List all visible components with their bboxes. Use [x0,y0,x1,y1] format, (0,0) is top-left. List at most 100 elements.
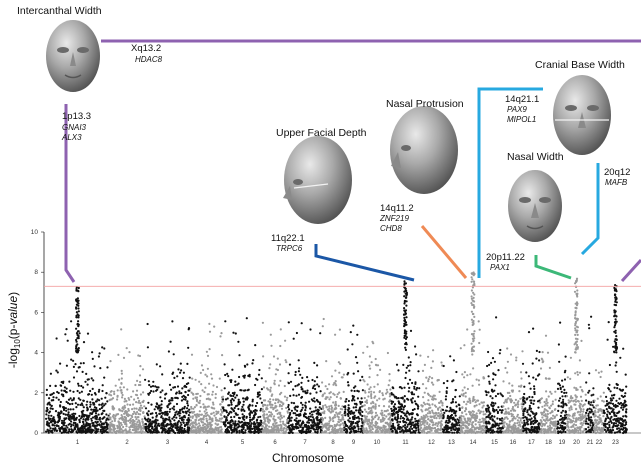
snp-point [467,400,470,403]
snp-point [405,412,408,415]
snp-point [134,393,138,396]
snp-point [522,412,525,415]
snp-point [529,414,532,417]
snp-point [282,429,285,432]
snp-point [362,419,365,422]
snp-point [518,390,521,393]
snp-point [374,406,377,409]
snp-point [539,367,543,370]
snp-point [522,416,525,419]
snp-point [487,350,490,354]
snp-point [549,412,552,415]
snp-point [199,405,202,409]
snp-point [77,316,80,319]
snp-point [223,415,226,418]
snp-point [254,404,257,408]
snp-point [422,430,426,433]
snp-point [489,417,492,420]
snp-point [195,415,198,418]
snp-point [476,426,479,429]
snp-point [474,431,477,435]
snp-point [311,378,314,382]
snp-point [60,389,63,392]
snp-point [137,431,140,434]
snp-point [530,417,533,420]
snp-point [269,386,272,389]
snp-point [200,421,204,424]
snp-point [427,403,431,406]
snp-point [337,429,340,432]
snp-point [138,399,141,402]
snp-point [149,418,152,421]
snp-point [529,387,532,390]
snp-point [298,424,301,427]
snp-point [310,410,313,413]
snp-point [398,428,401,431]
snp-point [568,407,571,410]
snp-point [379,419,382,422]
snp-point [91,416,95,419]
snp-point [505,428,508,432]
snp-point [283,395,287,398]
snp-point [68,417,71,420]
snp-point [122,408,125,411]
snp-point [425,413,428,417]
snp-point [121,410,124,413]
x-tick-label-chr-19: 19 [559,440,566,446]
snp-point [173,408,176,411]
snp-point [413,431,416,434]
snp-point [154,420,157,423]
snp-point [268,367,271,370]
snp-point [340,427,343,431]
x-tick-label-chr-10: 10 [374,440,381,446]
snp-point [355,409,358,412]
snp-point [573,412,576,415]
snp-point [131,428,134,432]
snp-point [275,430,278,433]
snp-point [136,397,140,400]
snp-point [554,398,557,401]
snp-point [196,413,199,416]
snp-point [100,413,103,416]
snp-point [314,409,318,412]
snp-point [214,396,217,399]
snp-point [86,407,89,410]
snp-point [452,359,455,362]
snp-point [211,393,214,396]
snp-point [548,366,552,369]
snp-point [222,398,225,401]
snp-point [410,398,413,401]
snp-point [487,391,490,394]
snp-point [488,382,491,385]
snp-point [49,430,53,433]
snp-point [279,415,282,418]
snp-point [360,417,363,420]
snp-point [254,425,258,428]
snp-point [171,417,174,420]
snp-point [492,423,495,426]
snp-point [472,398,475,401]
snp-point [358,417,361,420]
snp-point [557,405,560,408]
snp-point [241,413,244,416]
snp-point [257,429,260,432]
snp-point [335,407,338,410]
snp-point [277,399,280,402]
snp-point [260,377,263,380]
snp-point [334,369,337,372]
x-tick-label-chr-12: 12 [428,440,435,446]
snp-point [190,407,193,410]
snp-point [312,410,315,413]
snp-point [410,418,413,421]
snp-point [304,401,307,404]
snp-point [492,409,495,412]
snp-point [197,422,201,425]
snp-point [347,414,350,418]
snp-point [82,406,85,409]
snp-point [243,364,246,367]
snp-point [401,429,404,432]
snp-point [579,422,582,425]
snp-point [210,373,213,376]
snp-point [435,412,438,415]
snp-point [543,408,546,411]
